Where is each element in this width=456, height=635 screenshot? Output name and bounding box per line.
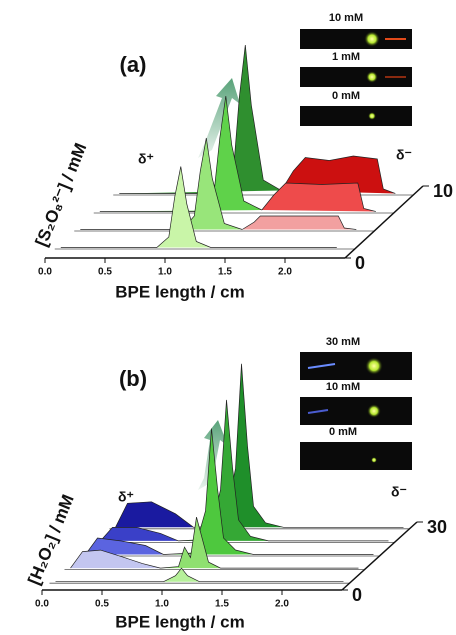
- y-axis-label: [H₂O₂] / mM: [24, 492, 77, 588]
- inset-label: 1 mM: [332, 51, 360, 63]
- depth-axis: [341, 521, 418, 591]
- z-tick-label: 0: [355, 253, 365, 273]
- inset-image: [300, 442, 412, 470]
- x-tick-label: 0.0: [38, 267, 52, 278]
- inset-image: [300, 29, 412, 49]
- x-axis-label: BPE length / cm: [115, 612, 244, 631]
- trace-area: [60, 166, 337, 248]
- inset-label: 30 mM: [326, 336, 360, 348]
- trace-area: [261, 182, 376, 212]
- y-axis-label: [S₂O₈²⁻] / mM: [32, 140, 91, 249]
- x-tick-label: 2.0: [275, 599, 289, 610]
- x-axis-label: BPE length / cm: [115, 282, 244, 301]
- glow: [368, 112, 376, 120]
- x-tick-label: 2.0: [278, 267, 292, 278]
- trace-area: [85, 537, 164, 555]
- x-tick-label: 1.0: [155, 599, 169, 610]
- x-tick-label: 1.5: [215, 599, 229, 610]
- inset-label: 0 mM: [332, 90, 360, 102]
- glow: [365, 357, 383, 375]
- inset-label: 0 mM: [329, 426, 357, 438]
- inset-image: [300, 106, 412, 126]
- trace-area: [115, 501, 194, 528]
- x-tick-label: 0.5: [95, 599, 109, 610]
- inset-image: [300, 67, 412, 87]
- depth-axis: [344, 185, 424, 259]
- delta-plus: δ⁺: [138, 151, 154, 167]
- inset-label: 10 mM: [329, 12, 363, 24]
- glow-line: [307, 363, 336, 369]
- insets: 30 mM 10 mM 0 mM: [300, 336, 412, 470]
- trace-area: [100, 527, 179, 542]
- delta-plus: δ⁺: [118, 489, 134, 505]
- trace-area: [160, 517, 359, 569]
- x-tick-label: 0.0: [35, 599, 49, 610]
- z-tick-label: 10: [433, 181, 453, 201]
- x-tick-label: 1.0: [158, 267, 172, 278]
- trace-area: [70, 549, 161, 569]
- panel-label: (a): [120, 52, 147, 77]
- delta-minus: δ⁻: [396, 147, 412, 163]
- panel-label: (b): [119, 366, 147, 391]
- arrow: [198, 78, 240, 158]
- glow: [371, 457, 377, 463]
- inset-label: 10 mM: [326, 381, 360, 393]
- glow: [364, 31, 380, 47]
- insets: 10 mM 1 mM 0 mM: [300, 12, 412, 126]
- trace-area: [242, 215, 357, 230]
- glow-line: [307, 409, 329, 414]
- delta-minus: δ⁻: [391, 484, 407, 500]
- glow: [367, 404, 381, 418]
- trace-area: [55, 567, 344, 583]
- glow: [366, 71, 378, 83]
- x-tick-label: 1.5: [218, 267, 232, 278]
- z-tick-label: 30: [427, 517, 447, 537]
- z-tick-label: 0: [352, 585, 362, 605]
- x-tick-label: 0.5: [98, 267, 112, 278]
